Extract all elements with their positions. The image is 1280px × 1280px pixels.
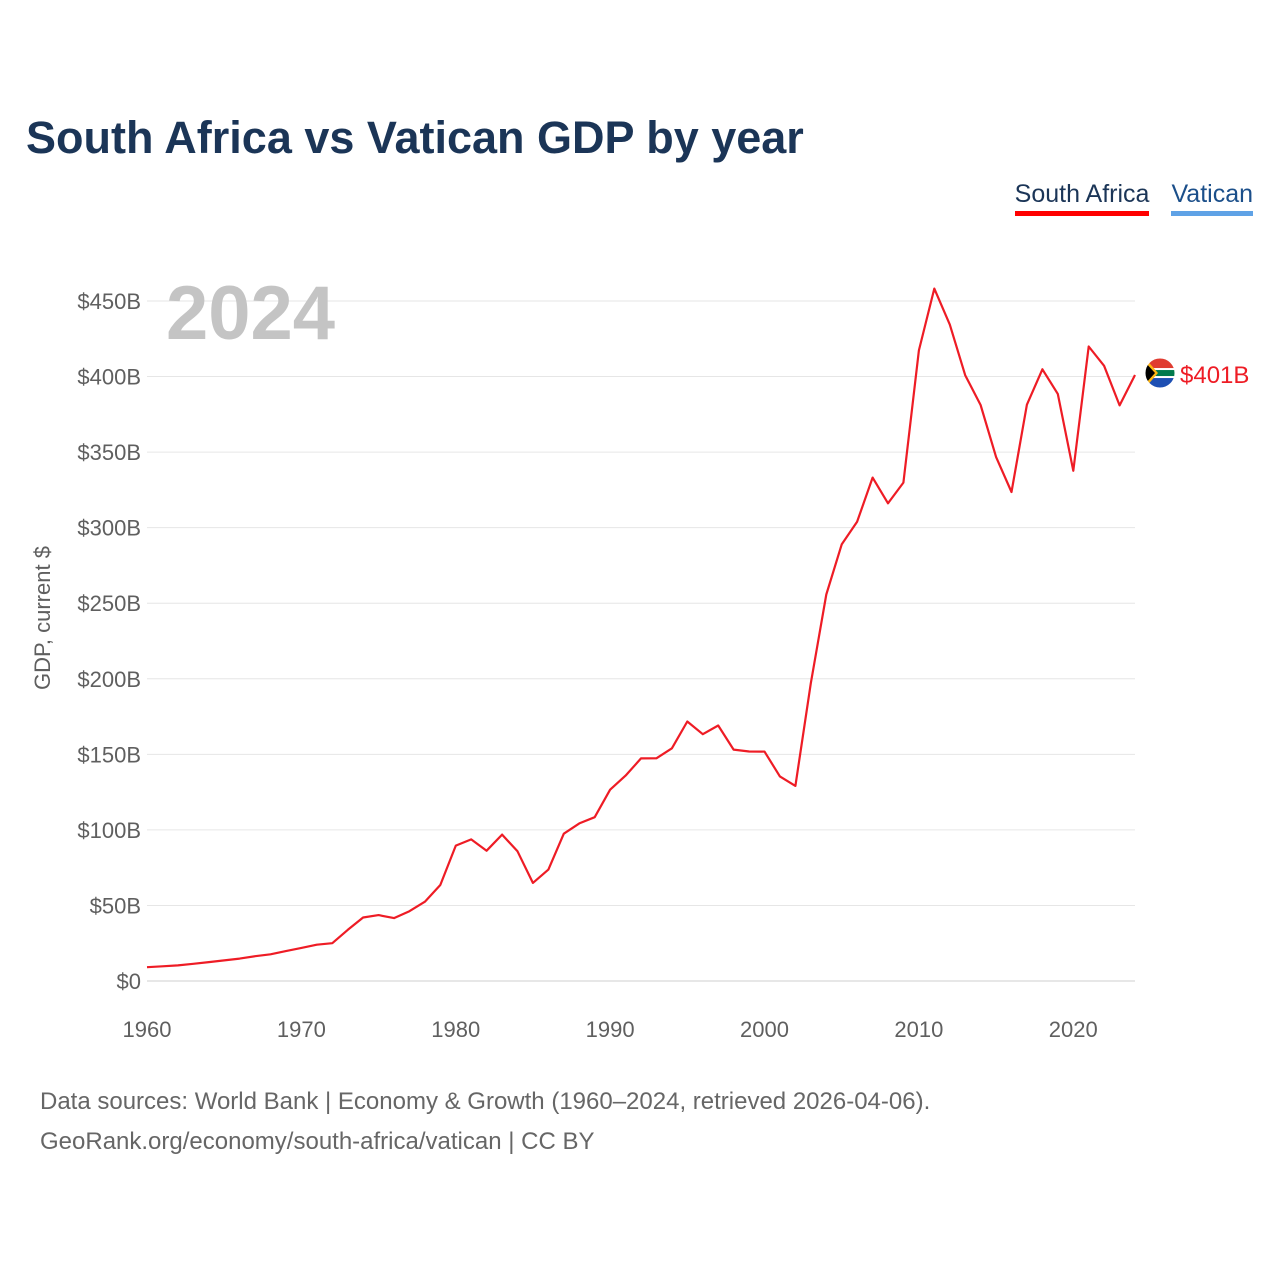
x-tick-label: 1960: [123, 1017, 172, 1042]
legend-item-vatican[interactable]: Vatican: [1171, 180, 1253, 216]
legend: South Africa Vatican: [1014, 180, 1253, 216]
y-tick-label: $50B: [90, 893, 141, 918]
y-tick-label: $300B: [77, 516, 141, 541]
y-tick-label: $250B: [77, 591, 141, 616]
y-tick-label: $150B: [77, 742, 141, 767]
x-tick-label: 1970: [277, 1017, 326, 1042]
y-axis-title: GDP, current $: [30, 546, 55, 690]
grid-lines: [147, 300, 1135, 982]
legend-item-south-africa[interactable]: South Africa: [1014, 180, 1150, 216]
chart-title: South Africa vs Vatican GDP by year: [26, 112, 804, 163]
y-tick-label: $400B: [77, 365, 141, 390]
year-indicator: 2024: [166, 271, 335, 356]
y-tick-label: $200B: [77, 667, 141, 692]
series-lines: [146, 287, 1136, 969]
x-tick-label: 1980: [431, 1017, 480, 1042]
y-tick-label: $350B: [77, 440, 141, 465]
credit-link[interactable]: GeoRank.org/economy/south-africa/vatican…: [40, 1128, 595, 1155]
data-sources-text: Data sources: World Bank | Economy & Gro…: [40, 1088, 931, 1115]
line-chart: $0 $50B $100B $150B $200B $250B $300B $350B $400…: [30, 271, 1249, 1042]
x-tick-label: 2000: [740, 1017, 789, 1042]
south-africa-flag-icon: [1144, 357, 1176, 389]
y-tick-label: $450B: [77, 289, 141, 314]
end-markers: $401B: [1144, 357, 1249, 389]
end-value-label: $401B: [1180, 362, 1249, 389]
series-line-south-africa[interactable]: [146, 287, 1136, 969]
x-tick-label: 2020: [1049, 1017, 1098, 1042]
footer: Data sources: World Bank | Economy & Gro…: [40, 1082, 930, 1162]
y-tick-label: $100B: [77, 818, 141, 843]
y-tick-label: $0: [117, 969, 141, 994]
y-axis-ticks: $0 $50B $100B $150B $200B $250B $300B $350B $400…: [77, 289, 141, 994]
x-tick-label: 1990: [586, 1017, 635, 1042]
x-axis-ticks: 1960 1970 1980 1990 2000 2010 2020: [123, 1017, 1098, 1042]
x-tick-label: 2010: [894, 1017, 943, 1042]
